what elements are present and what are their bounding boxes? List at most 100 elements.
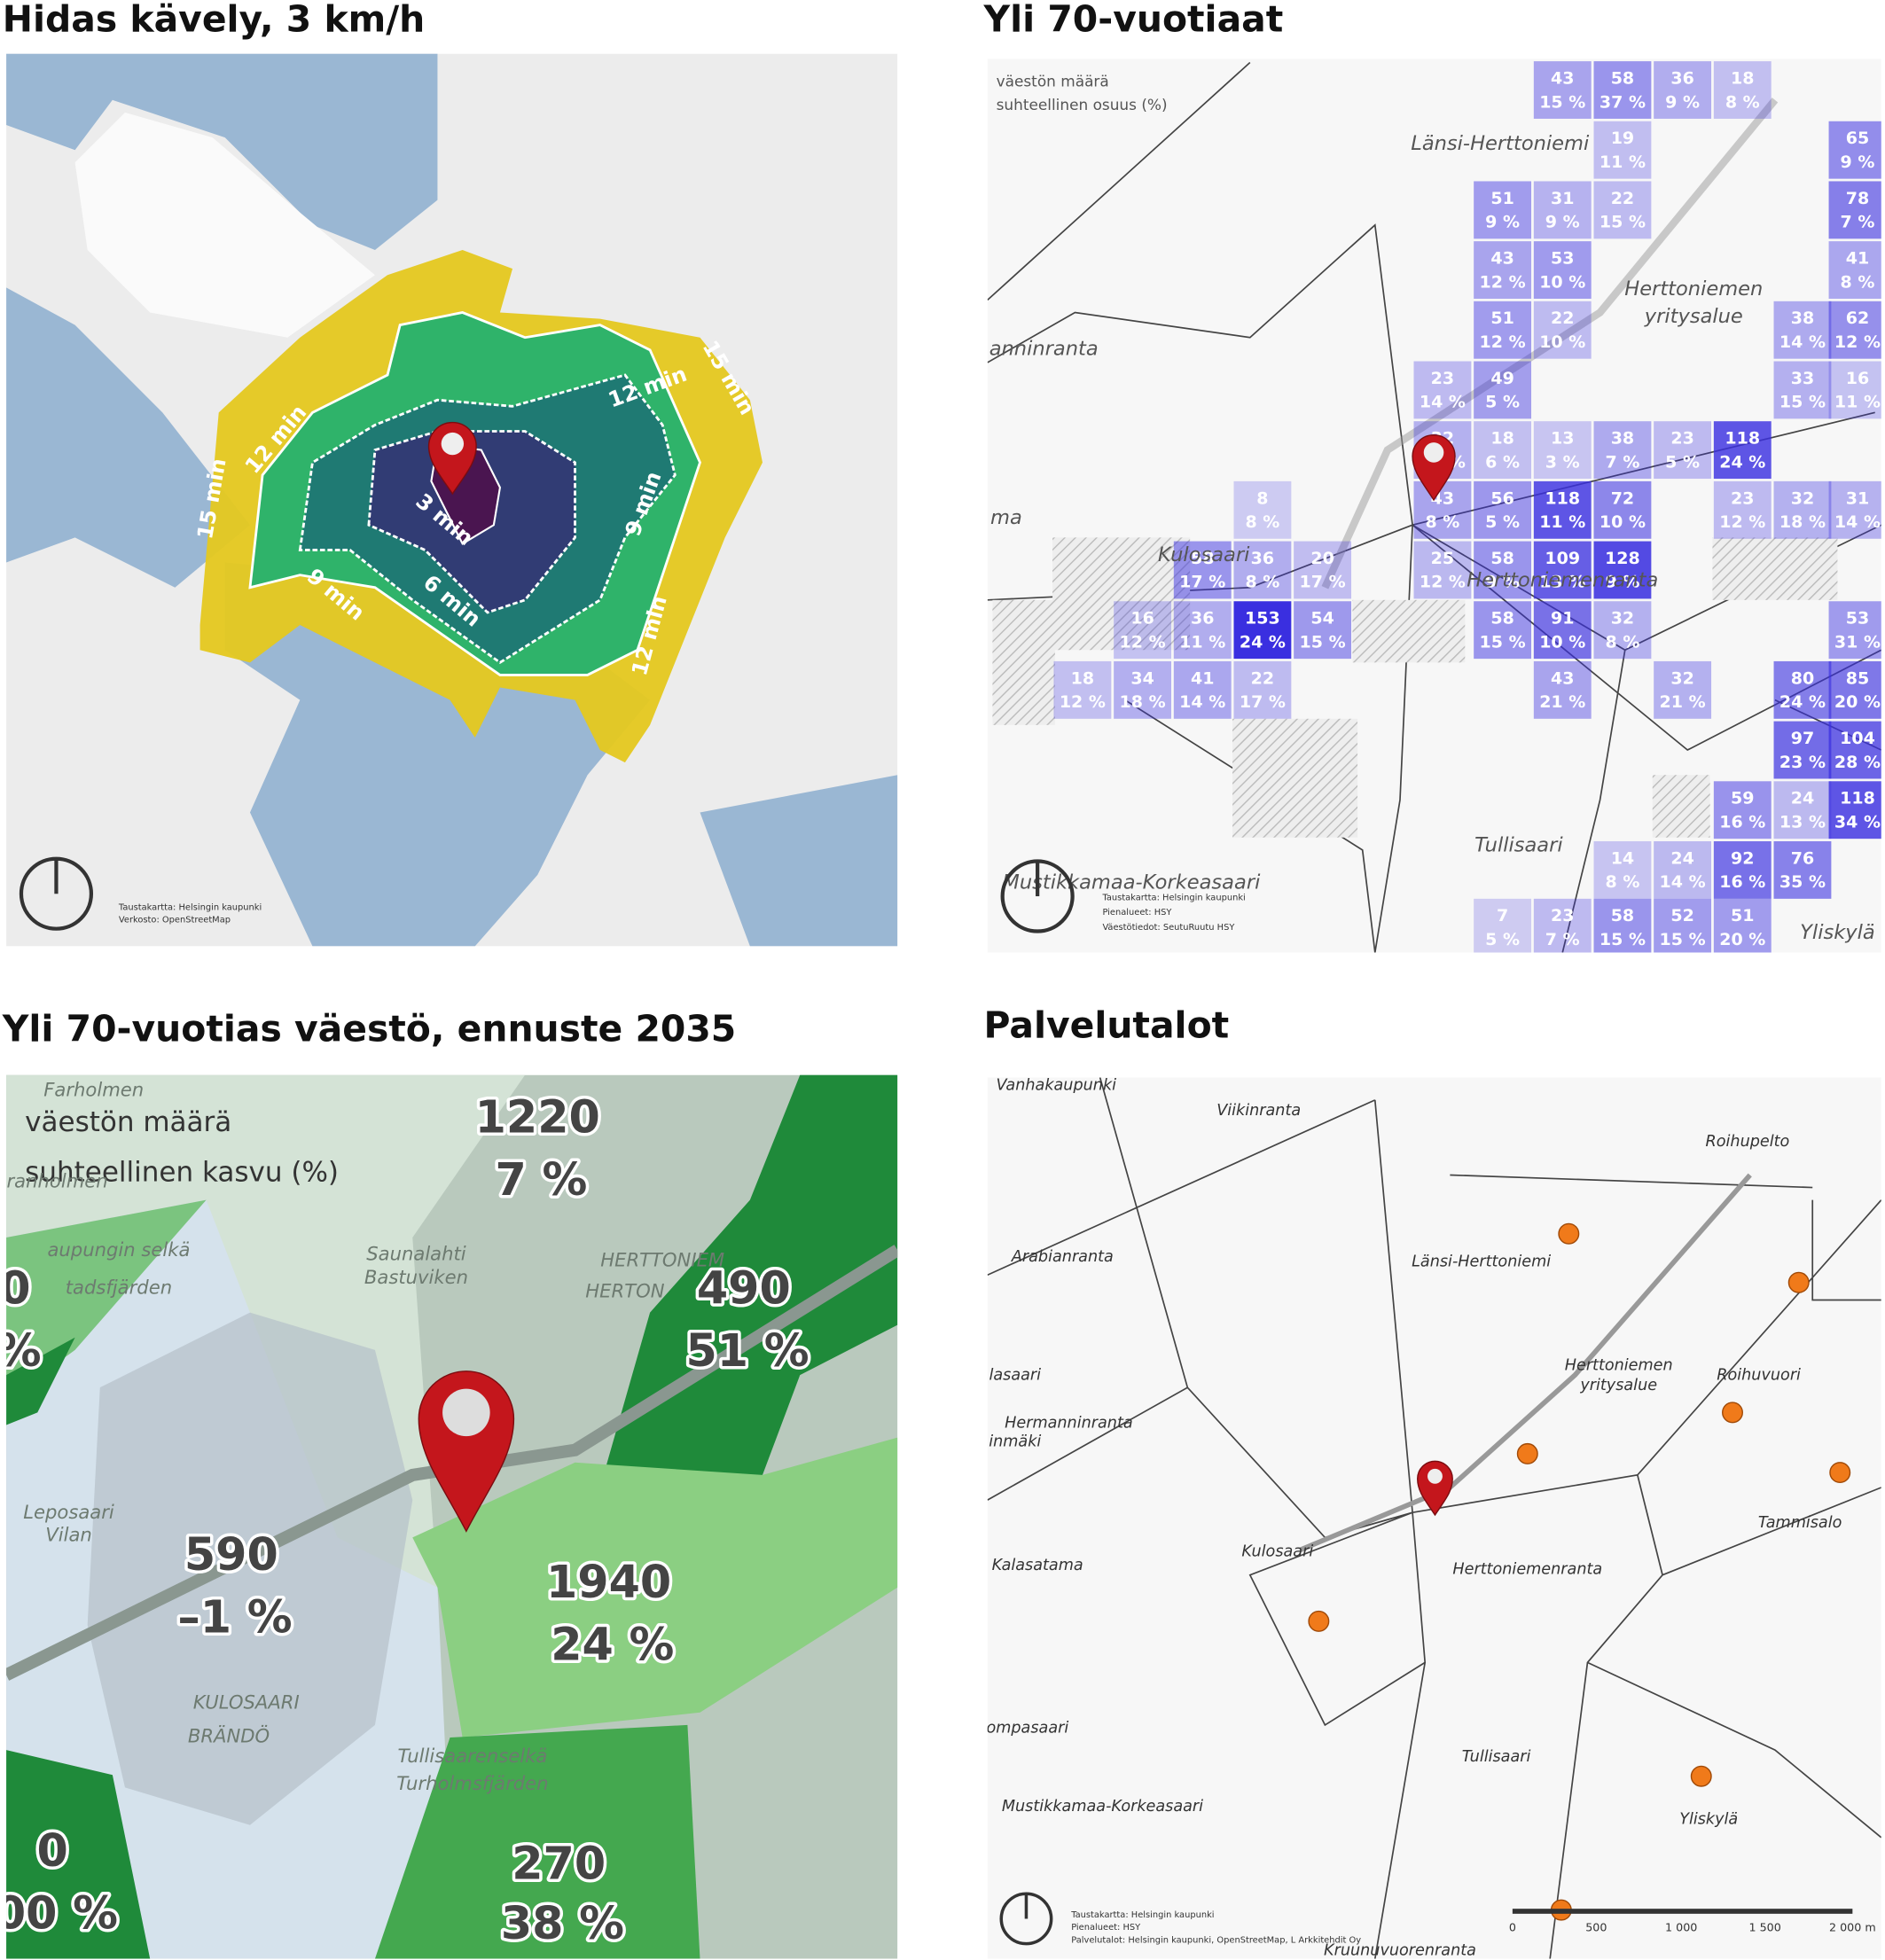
cell-count: 32 xyxy=(1791,488,1814,508)
cell-share: 8 % xyxy=(1725,92,1760,112)
cell-count: 31 xyxy=(1551,189,1574,208)
district-boundaries xyxy=(987,1077,1881,1959)
place-label: Kruunuvuorenranta xyxy=(1324,1941,1476,1959)
cell-share: 10 % xyxy=(1539,632,1585,652)
cell-count: 59 xyxy=(1731,789,1754,808)
grid-cell xyxy=(1533,660,1592,719)
cell-count: 41 xyxy=(1191,668,1214,688)
grid-cell xyxy=(1593,61,1652,119)
grid-cell xyxy=(1474,301,1532,359)
cell-count: 51 xyxy=(1731,906,1754,925)
cell-count: 22 xyxy=(1551,308,1574,328)
cell-share: 12 % xyxy=(1480,272,1526,292)
panel-title: Yli 70-vuotiaat xyxy=(983,0,1284,40)
place-label: Kalasatama xyxy=(992,1557,1083,1574)
place-label: anninranta xyxy=(989,337,1099,360)
cell-count: 78 xyxy=(1846,189,1869,208)
place-label: Herttoniemenranta xyxy=(1467,568,1658,591)
cell-count: 22 xyxy=(1611,189,1634,208)
grid-cell xyxy=(1173,541,1232,599)
cell-count: 33 xyxy=(1791,369,1814,388)
place-label: Herttoniemen xyxy=(1624,277,1763,301)
place-label: Tullisaarenselkä xyxy=(398,1745,548,1767)
area xyxy=(6,1337,75,1425)
grid-cell xyxy=(1533,541,1592,599)
place-label: Yliskylä xyxy=(1679,1810,1738,1828)
legend: suhteellinen osuus (%) xyxy=(997,96,1168,113)
cell-count: 76 xyxy=(1791,848,1814,868)
legend: väestön määrä xyxy=(997,72,1109,90)
place-label: HERTTONIEM xyxy=(600,1248,724,1270)
cell-count: 8 xyxy=(1256,488,1268,508)
cell-share: 8 % xyxy=(1605,632,1639,652)
cell-share: 9 % xyxy=(1841,152,1875,172)
cell-share: 9 % xyxy=(1545,213,1580,232)
cell-count: 85 xyxy=(1846,668,1869,688)
cell-share: 9 % xyxy=(1485,573,1520,592)
area-change: 38 % xyxy=(501,1897,624,1949)
no-data-area xyxy=(1052,537,1191,651)
cell-count: 20 xyxy=(1310,549,1334,568)
place-label: Bastuviken xyxy=(364,1266,468,1288)
cell-count: 65 xyxy=(1846,129,1869,148)
place-label: BRÄNDÖ xyxy=(188,1725,270,1747)
cell-count: 54 xyxy=(1310,609,1334,629)
grid-cell xyxy=(1593,421,1652,480)
grid-cell xyxy=(1533,421,1592,480)
place-label: Länsi-Herttoniemi xyxy=(1411,132,1590,155)
cell-share: 37 % xyxy=(1600,92,1646,112)
cell-share: 11 % xyxy=(1179,632,1225,652)
cell-count: 80 xyxy=(1791,668,1814,688)
cell-count: 25 xyxy=(1431,549,1454,568)
grid-cell xyxy=(1828,121,1881,179)
grid-cell xyxy=(1474,480,1532,539)
cell-share: 14 % xyxy=(1834,512,1881,532)
cell-count: 16 xyxy=(1846,369,1869,388)
grid-cell xyxy=(1474,601,1532,660)
cell-count: 62 xyxy=(1846,308,1869,328)
cell-count: 16 xyxy=(1130,609,1154,629)
area-count: 590 xyxy=(184,1528,278,1581)
cell-share: 15 % xyxy=(1779,393,1826,412)
cell-count: 36 xyxy=(1670,68,1693,88)
cell-share: 14 % xyxy=(1660,872,1706,892)
cell-share: 34 % xyxy=(1834,812,1881,832)
grid-cell xyxy=(1713,480,1772,539)
place-label: Roihupelto xyxy=(1706,1133,1790,1151)
cell-count: 14 xyxy=(1611,848,1634,868)
place-label: Herttoniemenranta xyxy=(1452,1560,1602,1578)
cell-share: 12 % xyxy=(1719,512,1765,532)
cell-count: 18 xyxy=(1490,429,1513,449)
credit: Taustakartta: Helsingin kaupunki xyxy=(1070,1910,1214,1920)
grid-cell xyxy=(1173,601,1232,660)
cell-count: 58 xyxy=(1490,549,1513,568)
grid-cell xyxy=(1593,121,1652,179)
grid-cell xyxy=(1593,181,1652,239)
area-count: 1940 xyxy=(546,1556,671,1608)
place-label: ompasaari xyxy=(986,1719,1068,1737)
cell-share: 5 % xyxy=(1485,512,1520,532)
place-labels: Farholmen Granholmen aupungin selkä tadsfjä… xyxy=(6,1079,724,1795)
grid-cell xyxy=(1474,898,1532,953)
grid-cell xyxy=(1654,421,1712,480)
water xyxy=(6,287,250,588)
cell-share: 5 % xyxy=(1485,930,1520,949)
place-label: HERTON xyxy=(585,1280,664,1302)
grid-cell xyxy=(1654,840,1712,899)
place-label: Roihuvuori xyxy=(1717,1367,1801,1385)
grid-cell xyxy=(1773,660,1832,719)
credit: Palvelutalot: Helsingin kaupunki, OpenSt… xyxy=(1071,1935,1361,1945)
grid-cell xyxy=(1828,301,1881,359)
cell-count: 51 xyxy=(1490,189,1513,208)
cell-share: 10 % xyxy=(1600,512,1646,532)
place-label: yritysalue xyxy=(1579,1377,1657,1394)
cell-count: 18 xyxy=(1731,68,1754,88)
place-labels: Vanhakaupunki Viikinranta Roihupelto Arabia… xyxy=(986,1077,1842,1959)
grid-cell xyxy=(1114,660,1171,719)
grid-cell xyxy=(1413,480,1472,539)
place-label: Länsi-Herttoniemi xyxy=(1412,1253,1551,1270)
cell-share: 12 % xyxy=(1060,692,1106,712)
cell-share: 31 % xyxy=(1834,632,1881,652)
area xyxy=(412,1437,898,1738)
pin-dot xyxy=(441,432,465,456)
